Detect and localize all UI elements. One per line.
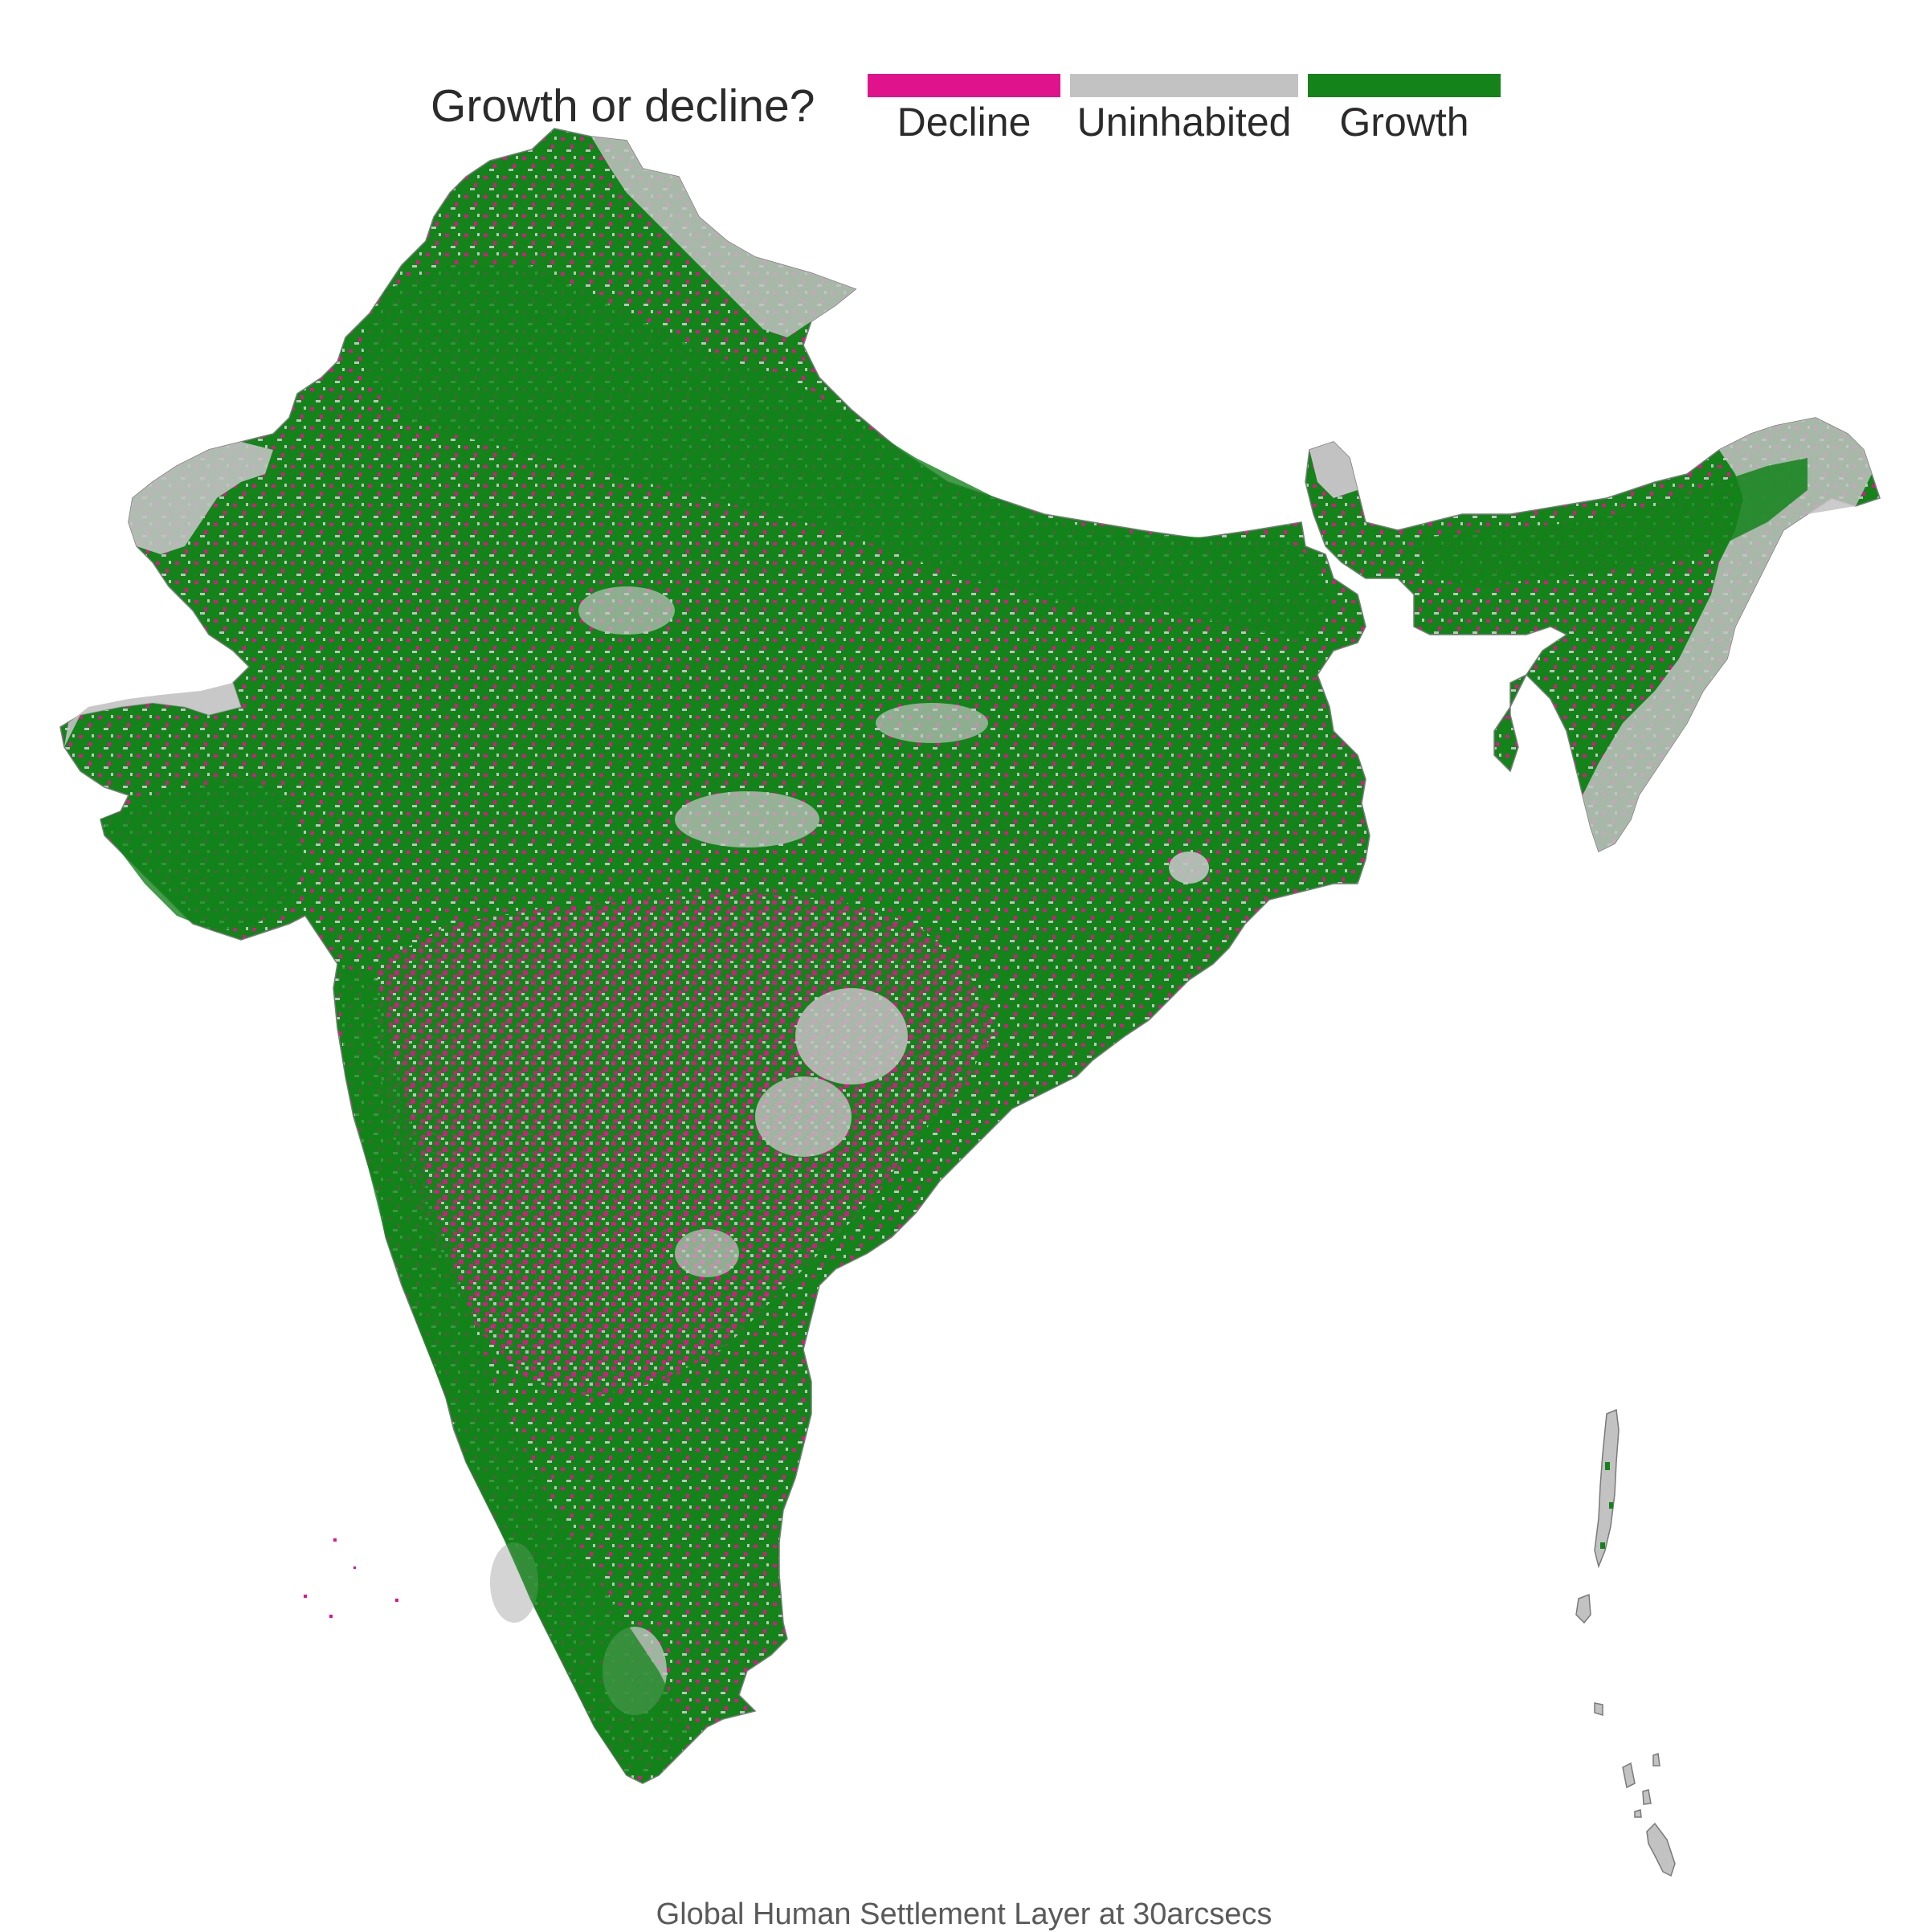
southwest-coast-growth: [337, 964, 691, 1775]
kutch-uninhabited: [64, 683, 241, 747]
uninhabited-patch: [578, 586, 675, 635]
uninhabited-patch: [675, 791, 819, 848]
himalaya-uninhabited: [591, 137, 856, 337]
legend-label-growth: Growth: [1339, 100, 1469, 145]
source-caption: Global Human Settlement Layer at 30arcse…: [656, 1897, 1272, 1931]
uninhabited-patch: [876, 703, 988, 743]
northeast-hills-uninhabited: [1583, 418, 1872, 852]
andaman-nicobar-islands: [1575, 1408, 1676, 1877]
legend-swatch-growth: [1308, 74, 1501, 97]
andaman-green-specks: [1600, 1462, 1613, 1549]
uninhabited-patch: [795, 988, 908, 1084]
sikkim-uninhabited: [1309, 442, 1358, 498]
legend-label-uninhabited: Uninhabited: [1076, 100, 1292, 145]
west-desert-uninhabited: [129, 442, 273, 554]
legend-swatch-uninhabited: [1070, 74, 1298, 97]
lakshadweep-islands: [304, 1538, 398, 1618]
uninhabited-patch: [755, 1076, 852, 1157]
brahmaputra-valley-growth: [1414, 458, 1808, 586]
ganges-plain-growth: [362, 265, 1334, 643]
uninhabited-patch: [675, 1229, 739, 1277]
uninhabited-patch: [1169, 852, 1209, 884]
legend-label-decline: Decline: [897, 100, 1031, 145]
saurashtra-growth: [100, 779, 305, 932]
legend-title: Growth or decline?: [431, 80, 815, 132]
legend-swatch-decline: [868, 74, 1060, 97]
